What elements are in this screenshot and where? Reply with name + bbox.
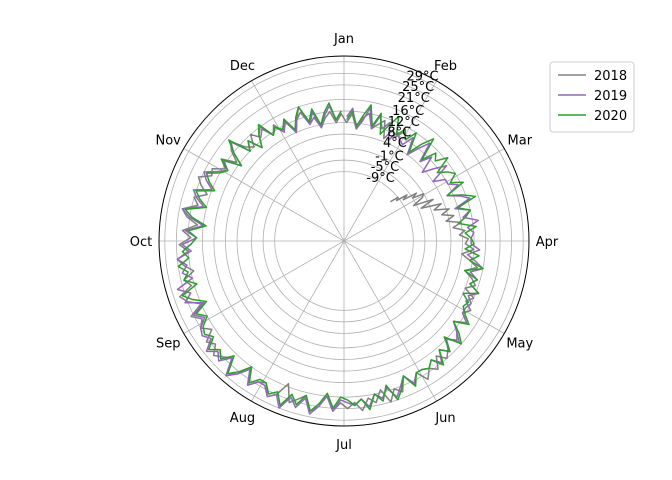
month-tick-label: Jun [434,411,455,426]
radial-tick-label: 25°C [402,80,434,95]
angular-gridline [251,240,345,402]
radial-tick-label: -1°C [375,150,404,165]
angular-gridline [183,148,345,242]
radial-tick-label: 16°C [392,104,424,119]
legend-label: 2018 [594,69,627,84]
month-tick-label: Oct [130,235,152,250]
angular-gridline [343,148,505,242]
month-tick-label: Dec [230,59,255,74]
month-tick-label: Jan [333,32,354,47]
radial-tick-label: 29°C [407,69,439,84]
legend-label: 2019 [594,89,627,104]
polar-frame [158,55,530,427]
radial-tick-label: 8°C [387,126,411,141]
month-tick-label: Aug [230,411,255,426]
radial-tick-label: 12°C [388,115,420,130]
series-lines [176,102,484,415]
angular-gridline [343,240,437,402]
month-tick-label: Nov [156,134,182,149]
month-tick-label: Apr [536,235,559,250]
month-tick-label: Sep [156,337,181,352]
polar-grid [159,56,529,426]
month-tick-label: May [506,337,533,352]
radial-tick-labels: -9°C-5°C-1°C4°C8°C12°C16°C21°C25°C29°C [366,69,438,185]
month-tick-labels: Jan Feb Mar Apr May Jun Jul Aug Sep Oct Nov Dec [130,32,559,453]
angular-gridline [343,240,505,334]
month-tick-label: Jul [335,438,352,453]
radial-tick-label: -5°C [371,160,400,175]
month-tick-label: Feb [434,59,457,74]
angular-gridline [183,240,345,334]
series-line-2019 [176,105,484,415]
radial-tick-label: -9°C [366,171,395,186]
angular-gridline [251,80,345,242]
radial-tick-label: 21°C [398,91,430,106]
legend-label: 2020 [594,109,627,124]
series-line-2020 [177,102,484,412]
month-tick-label: Mar [508,134,533,149]
radial-tick-label: 4°C [383,136,407,151]
angular-gridline [343,80,437,242]
legend: 2018 2019 2020 [549,61,635,133]
